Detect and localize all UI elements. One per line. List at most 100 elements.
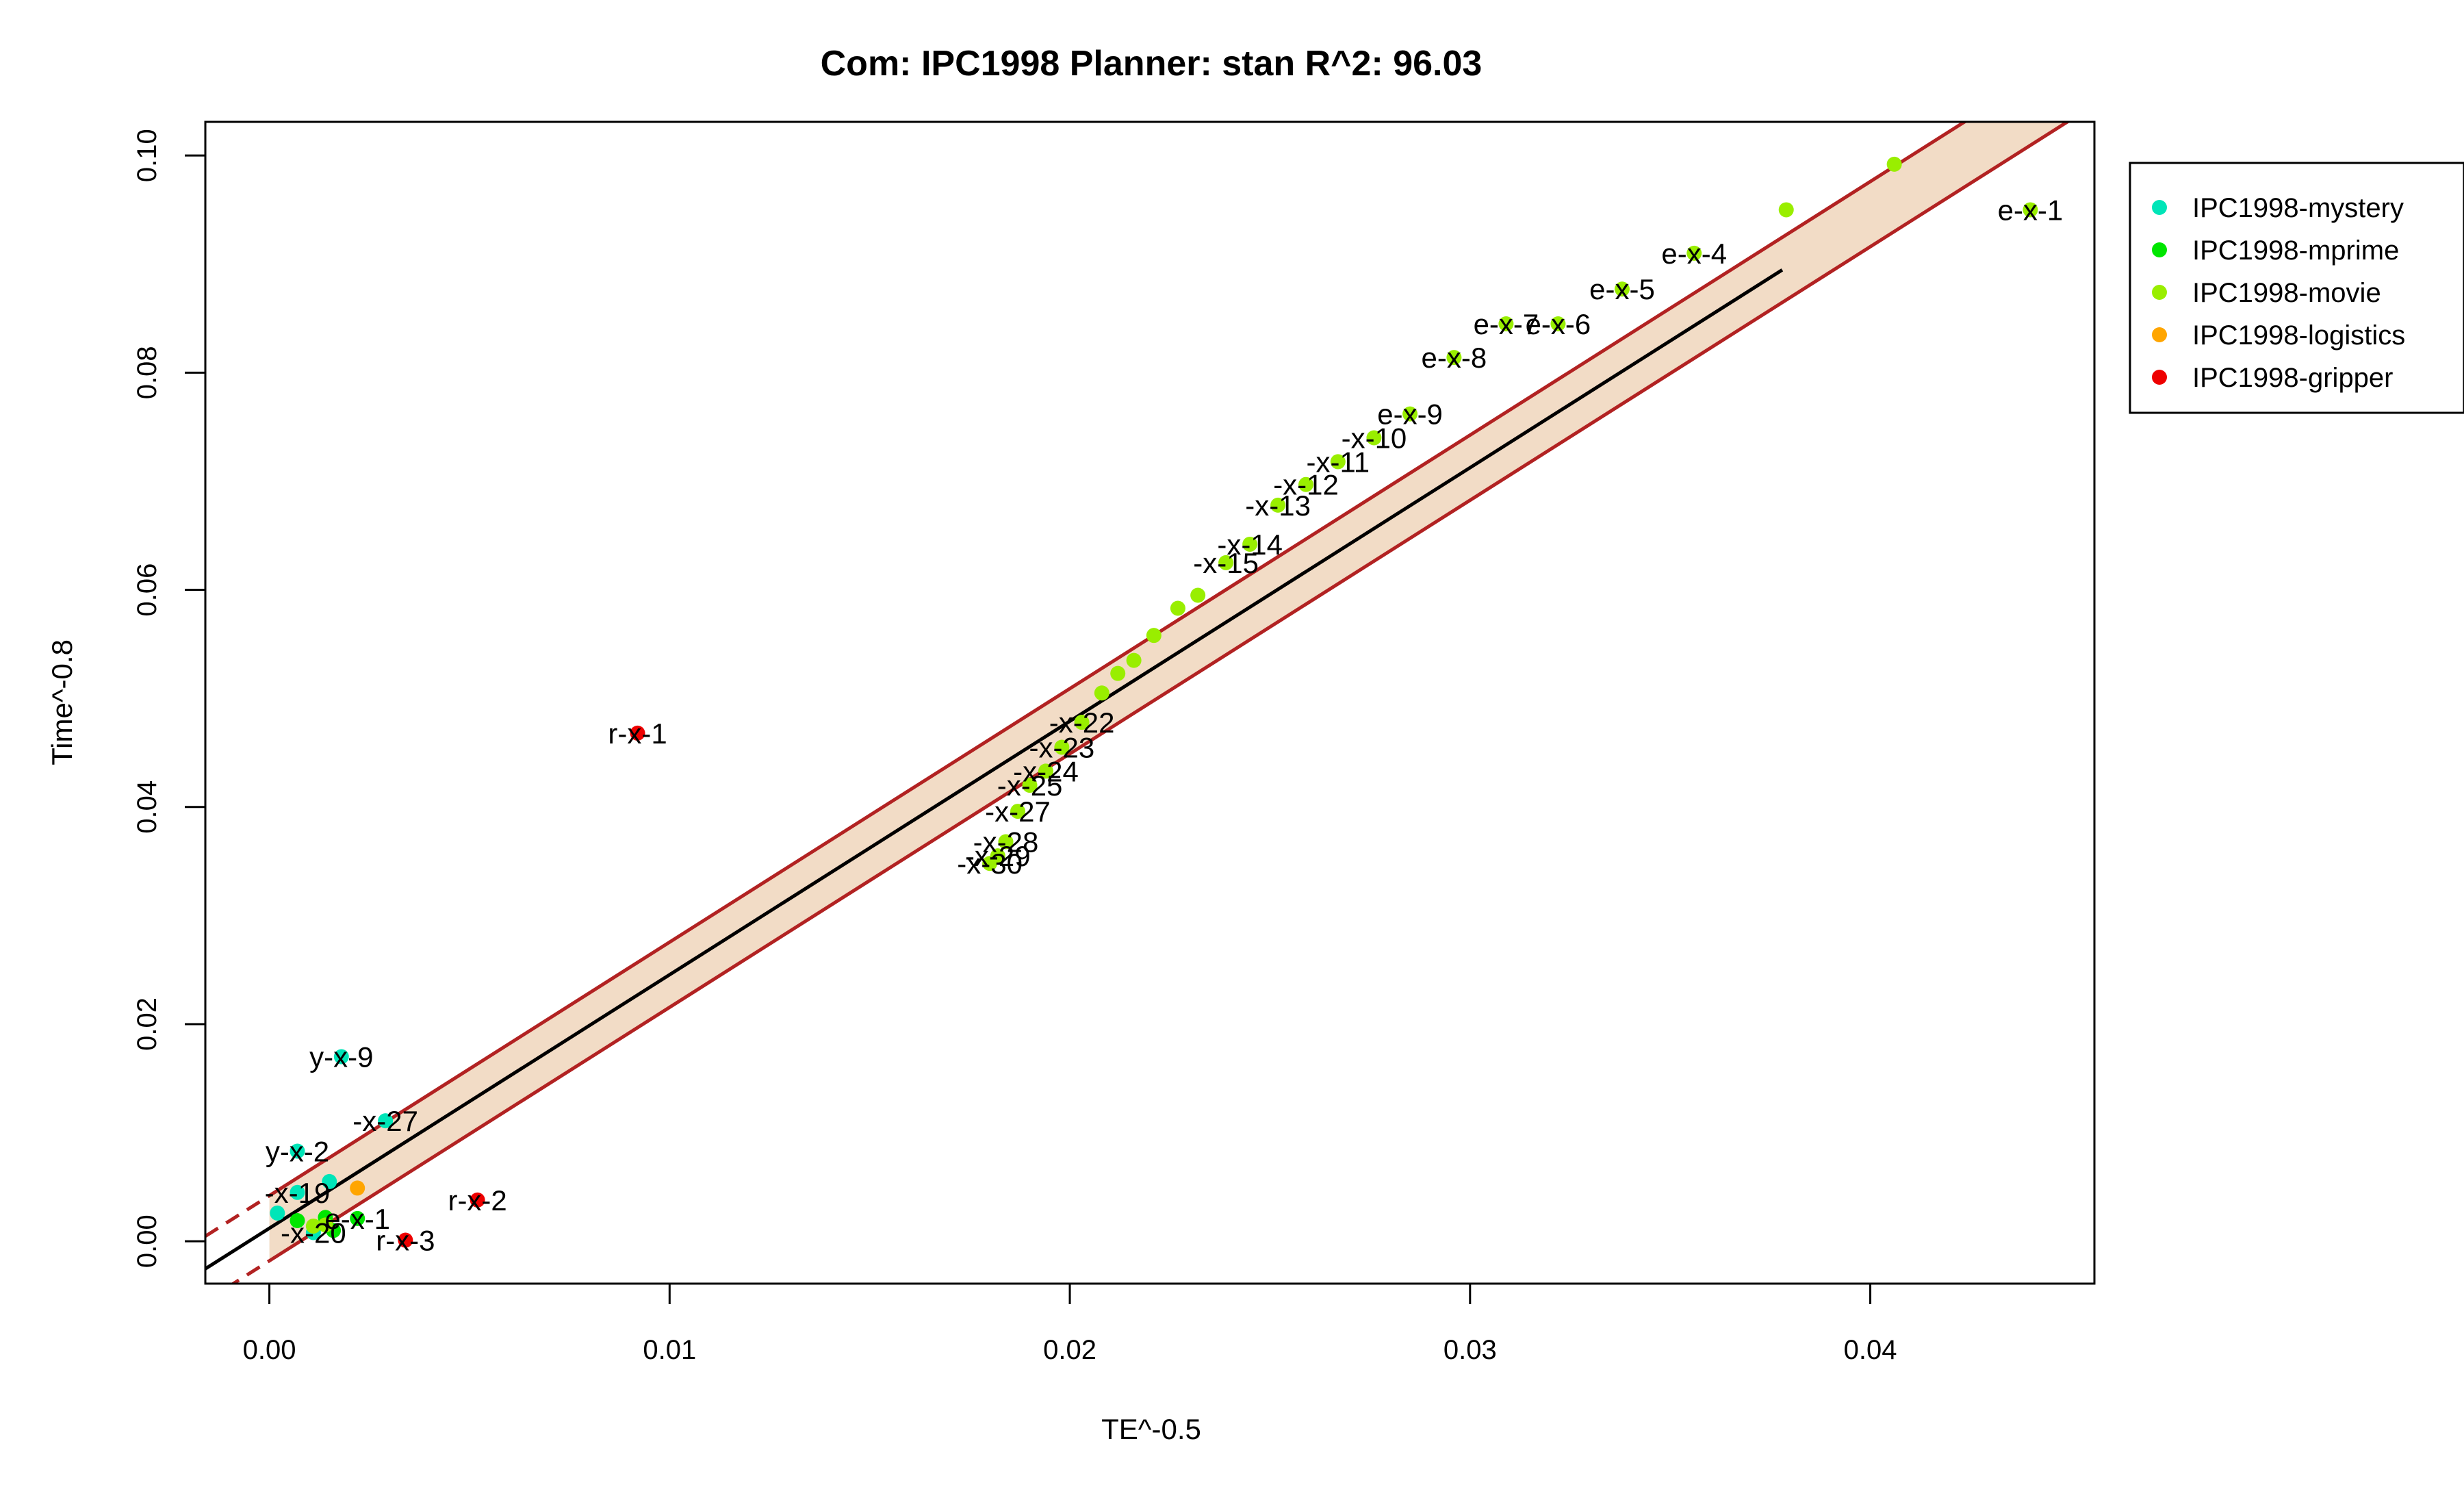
- regression-line: [205, 268, 1784, 1271]
- point-label: -x-19: [265, 1177, 331, 1209]
- point-label: e-x-9: [1377, 398, 1443, 431]
- point-ipc1998-movie: [1298, 476, 1314, 492]
- point-ipc1998-mystery: [270, 1205, 285, 1221]
- point-ipc1998-movie: [1498, 316, 1514, 331]
- band-upper-dashed-extension: [205, 1194, 270, 1238]
- point-label: e-x-7: [1474, 308, 1539, 340]
- point-label: e-x-4: [1661, 238, 1727, 270]
- prediction-band: [205, 122, 2071, 1284]
- point-ipc1998-movie: [1170, 600, 1185, 616]
- point-label: -x-27: [352, 1105, 418, 1137]
- y-tick-label: 0.06: [132, 563, 162, 617]
- x-axis: 0.00 0.01 0.02 0.03 0.04: [243, 1282, 1897, 1365]
- point-ipc1998-movie: [1550, 316, 1566, 331]
- legend-entry: IPC1998-mystery: [2192, 193, 2404, 223]
- point-ipc1998-gripper: [470, 1192, 485, 1208]
- x-tick-label: 0.03: [1443, 1335, 1497, 1365]
- point-ipc1998-movie: [1126, 652, 1142, 668]
- point-ipc1998-movie: [1054, 739, 1070, 755]
- point-label: r-x-2: [448, 1184, 506, 1217]
- point-ipc1998-movie: [1146, 628, 1162, 644]
- legend-marker: [2152, 327, 2167, 342]
- point-ipc1998-movie: [305, 1218, 321, 1234]
- point-ipc1998-movie: [1366, 430, 1382, 446]
- point-ipc1998-movie: [1330, 454, 1346, 470]
- point-ipc1998-mystery: [378, 1113, 394, 1129]
- point-ipc1998-mprime: [350, 1210, 365, 1226]
- point-ipc1998-movie: [1242, 536, 1258, 552]
- point-ipc1998-movie: [1615, 281, 1630, 297]
- point-label: r-x-3: [376, 1225, 435, 1257]
- point-ipc1998-logistics: [350, 1180, 365, 1196]
- point-label: -x-23: [1029, 732, 1095, 764]
- point-ipc1998-movie: [1094, 685, 1109, 701]
- point-ipc1998-movie: [1190, 587, 1206, 603]
- point-ipc1998-movie: [1886, 156, 1902, 172]
- y-tick-label: 0.00: [132, 1214, 162, 1268]
- point-label: -x-20: [281, 1217, 346, 1249]
- point-label: y-x-2: [266, 1136, 329, 1168]
- y-tick-label: 0.08: [132, 346, 162, 399]
- point-ipc1998-movie: [2023, 202, 2038, 218]
- point-ipc1998-movie: [1218, 555, 1234, 570]
- point-label: -x-22: [1049, 707, 1115, 739]
- x-tick-label: 0.00: [243, 1335, 296, 1365]
- point-ipc1998-gripper: [630, 725, 645, 741]
- point-ipc1998-movie: [1446, 350, 1462, 366]
- x-axis-label: TE^-0.5: [1101, 1413, 1201, 1445]
- point-ipc1998-movie: [1778, 202, 1794, 218]
- point-label: -x-25: [997, 769, 1063, 802]
- point-ipc1998-mprime: [290, 1213, 305, 1229]
- point-ipc1998-mystery: [333, 1049, 349, 1065]
- y-tick-label: 0.04: [132, 780, 162, 834]
- point-label: e-x-5: [1589, 273, 1655, 305]
- point-label: -x-29: [965, 840, 1031, 872]
- point-label: -x-24: [1013, 755, 1079, 787]
- point-ipc1998-mystery: [290, 1143, 305, 1159]
- data-points: [270, 156, 2038, 1248]
- point-ipc1998-movie: [982, 856, 998, 871]
- point-label: -x-28: [973, 826, 1039, 858]
- fit-line: [205, 268, 1784, 1271]
- band-upper-line: [268, 122, 1968, 1197]
- point-label: -x-13: [1245, 489, 1311, 522]
- y-tick-label: 0.02: [132, 997, 162, 1051]
- point-labels: y-x-9-x-27y-x-2-x-19-x-20e-x-1e-x-1e-x-4…: [265, 194, 2064, 1256]
- point-ipc1998-movie: [1110, 665, 1126, 681]
- y-axis-label: Time^-0.8: [46, 639, 78, 765]
- point-label: e-x-8: [1422, 342, 1487, 374]
- y-tick-label: 0.10: [132, 129, 162, 182]
- legend-marker: [2152, 285, 2167, 300]
- x-tick-label: 0.01: [643, 1335, 696, 1365]
- legend-entry: IPC1998-logistics: [2192, 320, 2405, 351]
- point-ipc1998-movie: [318, 1217, 333, 1233]
- x-tick-label: 0.04: [1844, 1335, 1897, 1365]
- point-ipc1998-movie: [1686, 245, 1702, 261]
- legend-entry: IPC1998-mprime: [2192, 236, 2399, 266]
- point-label: -x-30: [957, 848, 1023, 880]
- band-lower-line: [268, 122, 2071, 1262]
- point-label: r-x-1: [608, 717, 667, 750]
- point-label: -x-15: [1193, 547, 1259, 579]
- point-label: y-x-9: [309, 1041, 373, 1073]
- legend-marker: [2152, 242, 2167, 257]
- point-ipc1998-movie: [1010, 804, 1026, 819]
- x-tick-label: 0.02: [1043, 1335, 1096, 1365]
- point-ipc1998-movie: [1022, 778, 1038, 793]
- point-ipc1998-movie: [1270, 497, 1286, 513]
- point-label: e-x-6: [1526, 308, 1591, 340]
- point-ipc1998-movie: [998, 834, 1014, 850]
- point-ipc1998-movie: [1038, 763, 1053, 779]
- chart-title: Com: IPC1998 Planner: stan R^2: 96.03: [821, 44, 1483, 84]
- point-label: -x-12: [1273, 469, 1339, 501]
- point-ipc1998-movie: [1074, 715, 1090, 730]
- point-label: -x-10: [1342, 422, 1407, 455]
- point-label: e-x-1: [1998, 194, 2064, 226]
- point-label: -x-11: [1307, 446, 1370, 478]
- legend-entry: IPC1998-movie: [2192, 278, 2381, 308]
- legend-entry: IPC1998-gripper: [2192, 363, 2394, 393]
- band-lower-dashed-extension: [230, 1259, 270, 1284]
- legend: IPC1998-mystery IPC1998-mprime IPC1998-mov…: [2129, 162, 2464, 414]
- legend-marker: [2152, 370, 2167, 385]
